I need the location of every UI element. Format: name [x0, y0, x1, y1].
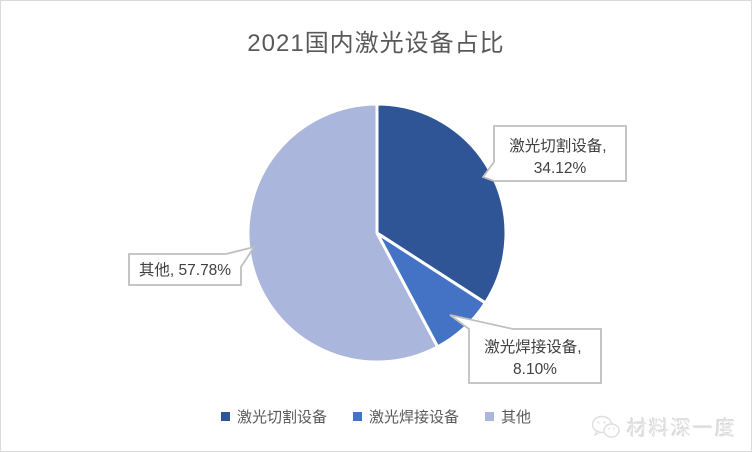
callout-laser-welding-text: 激光焊接设备, 8.10%: [484, 338, 586, 378]
legend-marker-laser-welding: [352, 412, 362, 421]
chart-title: 2021国内激光设备占比: [247, 30, 505, 57]
legend-label-laser-cutting: 激光切割设备: [236, 409, 327, 426]
legend-item-laser-cutting: 激光切割设备: [220, 406, 327, 427]
callout-other-box: [128, 245, 257, 286]
legend-item-laser-welding: 激光焊接设备: [352, 406, 459, 427]
pie-slice-3: [246, 102, 440, 364]
legend-marker-other: [485, 412, 494, 421]
callout-laser-cutting-text: 激光切割设备, 34.12%: [509, 137, 611, 177]
legend-label-laser-welding: 激光焊接设备: [368, 409, 459, 426]
callout-other: 其他, 57.78%: [128, 245, 257, 286]
callout-laser-welding-box: [449, 314, 602, 384]
chart-legend: 激光切割设备 激光焊接设备 其他: [1, 406, 751, 427]
callout-laser-welding: 激光焊接设备, 8.10%: [449, 314, 602, 384]
callout-laser-cutting: 激光切割设备, 34.12%: [481, 125, 627, 182]
callout-laser-cutting-box: [481, 125, 627, 182]
callout-other-text: 其他, 57.78%: [139, 261, 231, 279]
legend-label-other: 其他: [501, 409, 532, 426]
legend-marker-laser-cutting: [220, 412, 230, 421]
legend-item-other: 其他: [485, 406, 531, 427]
